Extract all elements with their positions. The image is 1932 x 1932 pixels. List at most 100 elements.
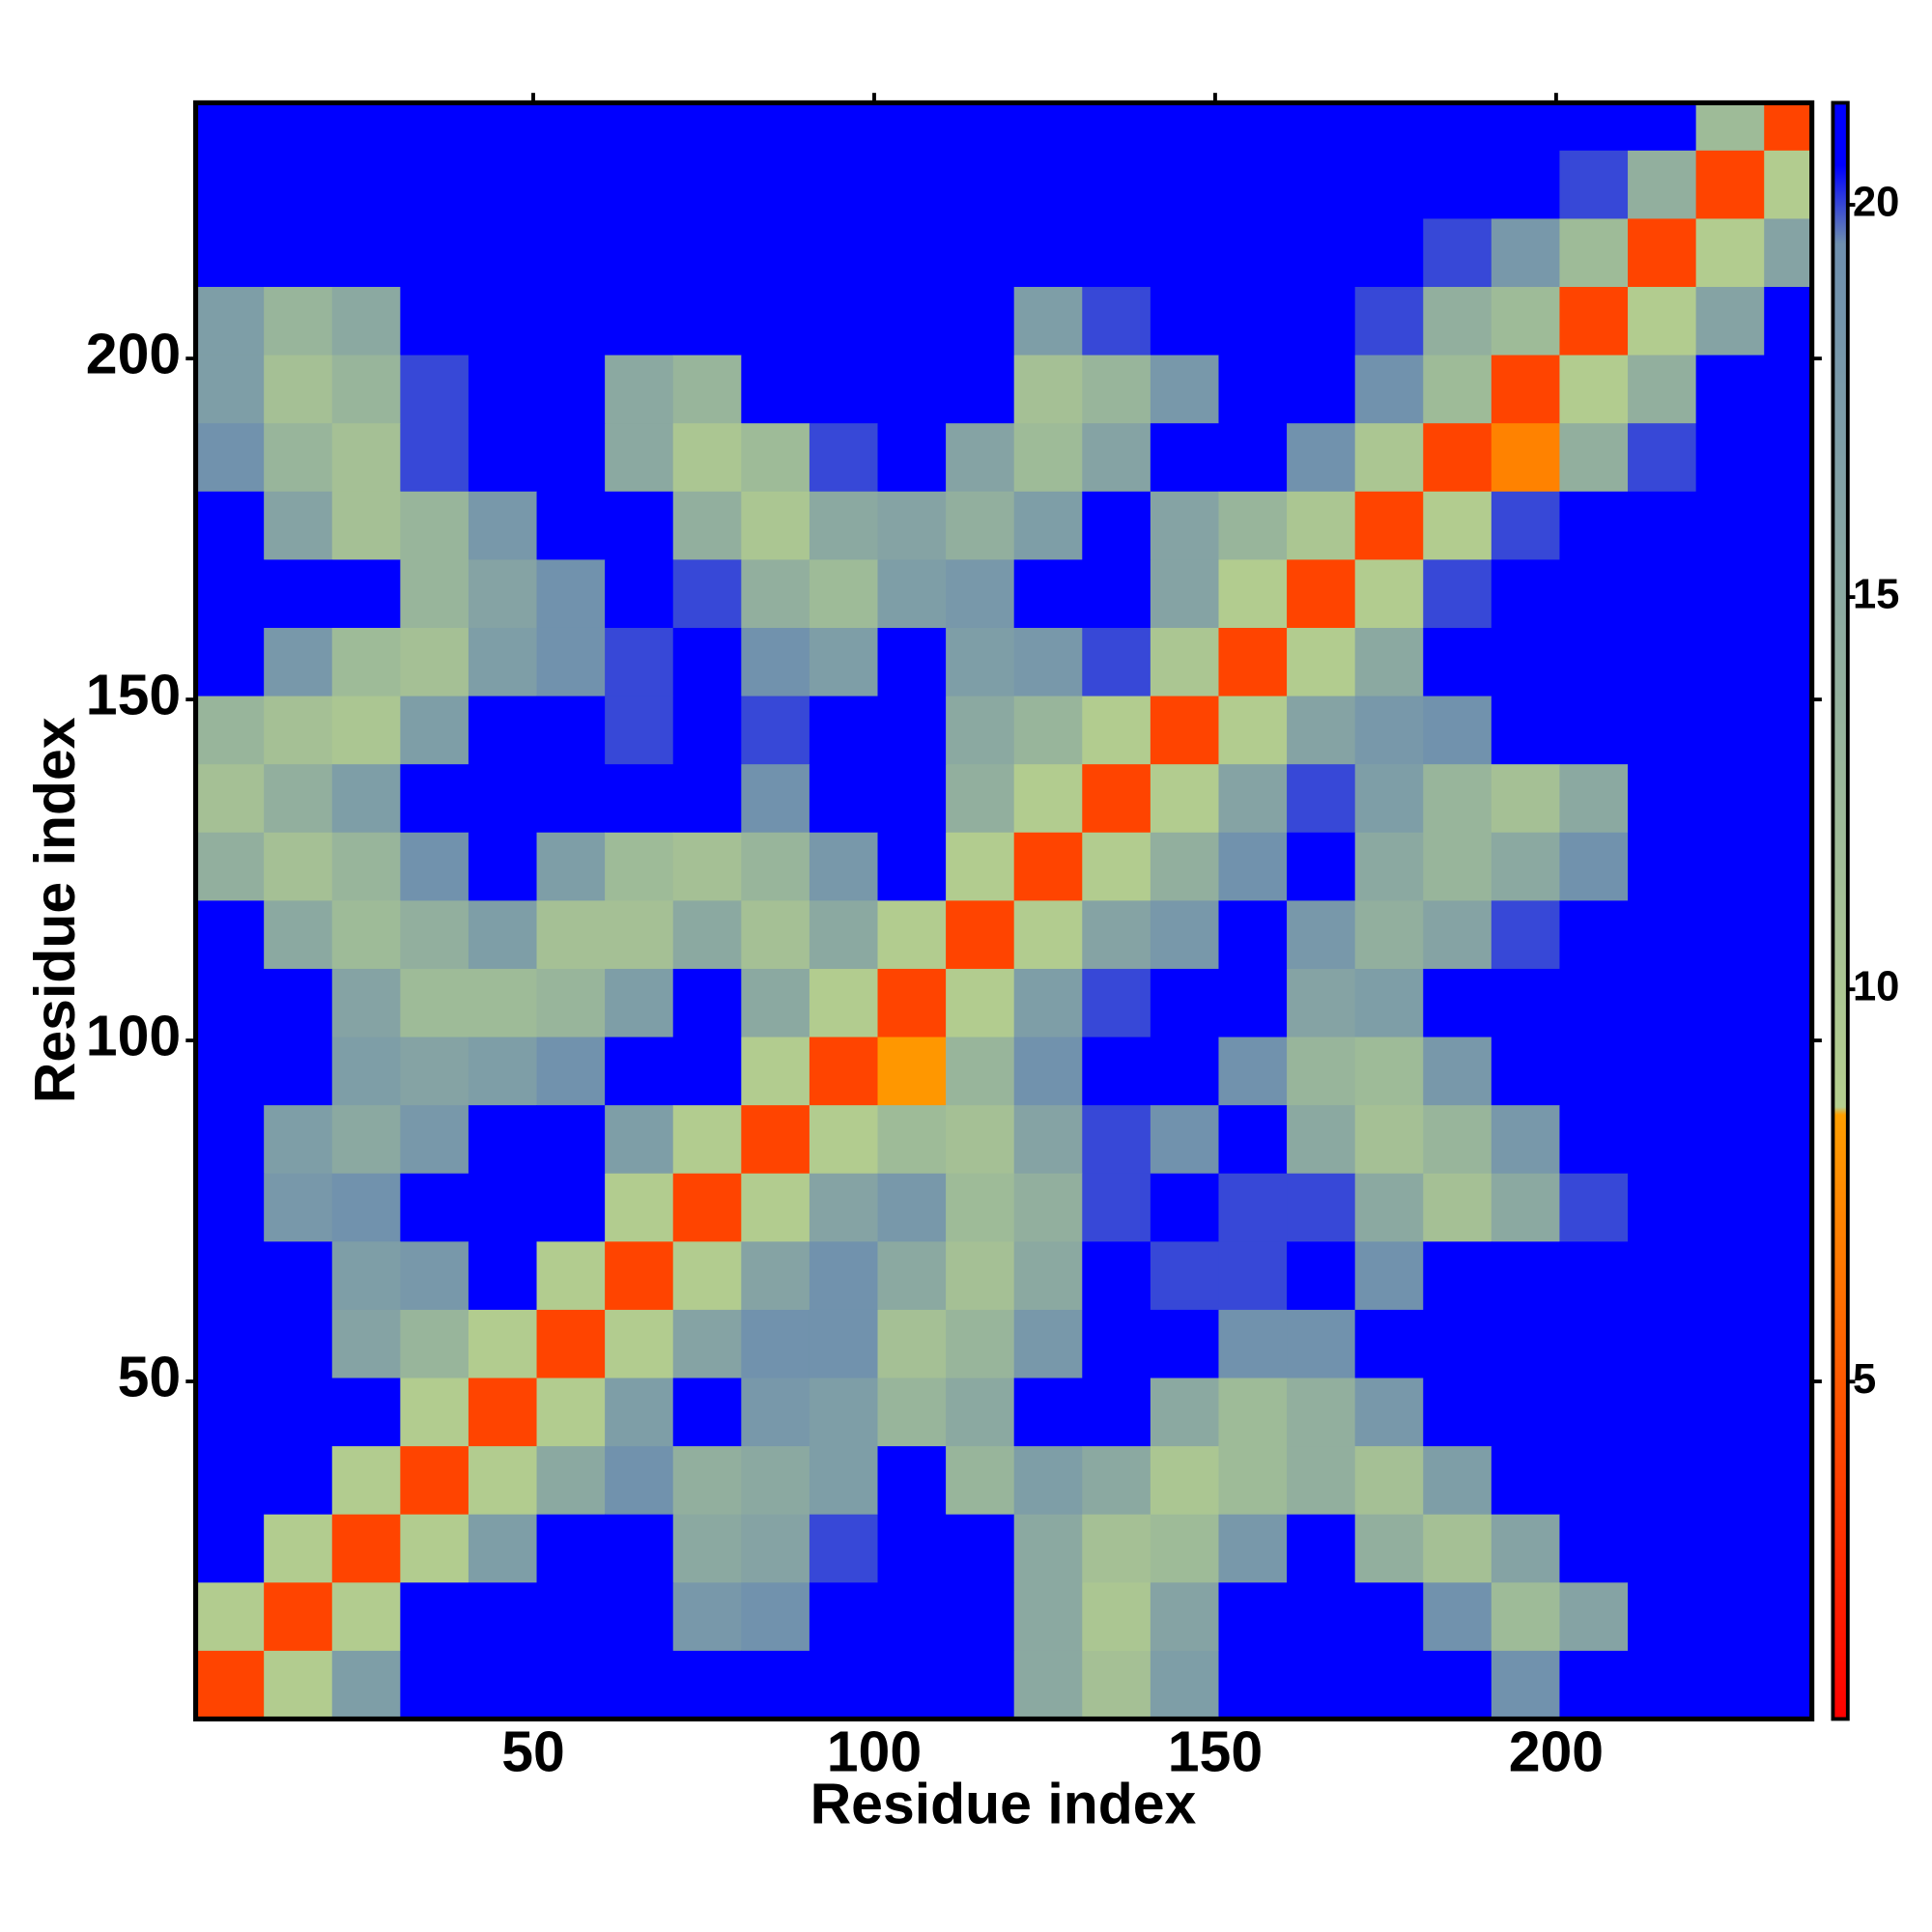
heatmap-cell	[605, 559, 674, 629]
heatmap-cell	[877, 491, 947, 560]
heatmap-cell	[1491, 287, 1560, 356]
heatmap-cell	[536, 900, 606, 970]
heatmap-cell	[1150, 1037, 1219, 1106]
heatmap-cell	[400, 627, 469, 697]
heatmap-cell	[264, 355, 333, 424]
heatmap-cell	[605, 1446, 674, 1516]
heatmap-cell	[264, 1514, 333, 1583]
heatmap-cell	[264, 423, 333, 493]
heatmap-cell	[264, 1105, 333, 1175]
heatmap-cell	[536, 764, 606, 834]
heatmap-cell	[877, 287, 947, 356]
heatmap-cell	[1695, 150, 1765, 219]
heatmap-cell	[1082, 491, 1151, 560]
heatmap-cell	[1559, 900, 1629, 970]
heatmap-cell	[264, 1241, 333, 1311]
heatmap-cell	[1764, 1105, 1813, 1175]
heatmap-cell	[1287, 1446, 1356, 1516]
heatmap-cell	[877, 355, 947, 424]
heatmap-cell	[1628, 102, 1697, 152]
heatmap-cell	[536, 102, 606, 152]
heatmap-cell	[809, 627, 879, 697]
heatmap-cell	[1695, 1241, 1765, 1311]
heatmap-cell	[672, 1241, 742, 1311]
heatmap-cell	[877, 1105, 947, 1175]
heatmap-cell	[672, 1105, 742, 1175]
heatmap-cell	[1695, 1514, 1765, 1583]
heatmap-cell	[1695, 696, 1765, 765]
heatmap-cell	[1764, 491, 1813, 560]
heatmap-cell	[741, 150, 810, 219]
heatmap-cell	[1013, 1241, 1083, 1311]
heatmap-cell	[809, 1514, 879, 1583]
heatmap-cell	[1218, 627, 1288, 697]
heatmap-cell	[1287, 696, 1356, 765]
heatmap-cell	[605, 900, 674, 970]
heatmap-cell	[1287, 1309, 1356, 1379]
heatmap-cell	[1628, 150, 1697, 219]
heatmap-cell	[1354, 764, 1424, 834]
heatmap-cell	[1423, 150, 1492, 219]
heatmap-cell	[1628, 423, 1697, 493]
heatmap-cell	[1628, 1378, 1697, 1447]
heatmap-cell	[946, 287, 1015, 356]
heatmap-cell	[331, 1446, 401, 1516]
heatmap-cell	[741, 696, 810, 765]
heatmap-cell	[1082, 696, 1151, 765]
heatmap-cell	[1559, 1105, 1629, 1175]
heatmap-cell	[1764, 1309, 1813, 1379]
heatmap-cell	[946, 1650, 1015, 1719]
heatmap-cell	[672, 150, 742, 219]
heatmap-cell	[877, 1650, 947, 1719]
heatmap-cell	[264, 1173, 333, 1242]
heatmap-cell	[400, 1105, 469, 1175]
heatmap-cell	[1559, 491, 1629, 560]
heatmap-cell	[400, 764, 469, 834]
heatmap-cell	[1423, 764, 1492, 834]
heatmap-cell	[809, 102, 879, 152]
heatmap-cell	[468, 832, 538, 901]
heatmap-cell	[741, 491, 810, 560]
heatmap-cell	[1423, 832, 1492, 901]
heatmap-cell	[536, 491, 606, 560]
heatmap-cell	[1491, 1650, 1560, 1719]
heatmap-cell	[1695, 559, 1765, 629]
heatmap-cell	[1218, 1309, 1288, 1379]
heatmap-cell	[536, 1241, 606, 1311]
heatmap-cell	[1013, 968, 1083, 1038]
heatmap-cell	[1423, 218, 1492, 288]
heatmap-cell	[1695, 764, 1765, 834]
heatmap-cell	[1491, 1446, 1560, 1516]
heatmap-cell	[1287, 287, 1356, 356]
heatmap-cell	[1491, 559, 1560, 629]
heatmap-cell	[1628, 1309, 1697, 1379]
heatmap-cell	[1218, 218, 1288, 288]
heatmap-cell	[1354, 218, 1424, 288]
heatmap-cell	[1082, 900, 1151, 970]
heatmap-cell	[400, 1650, 469, 1719]
heatmap-cell	[400, 696, 469, 765]
heatmap-cell	[1423, 1446, 1492, 1516]
heatmap-cell	[1491, 627, 1560, 697]
heatmap-cell	[1491, 1037, 1560, 1106]
heatmap-cell	[741, 1173, 810, 1242]
heatmap-cell	[1695, 1446, 1765, 1516]
heatmap-cell	[1354, 1037, 1424, 1106]
heatmap-cell	[809, 968, 879, 1038]
x-tick-label: 150	[1168, 1721, 1263, 1784]
heatmap-cell	[331, 1309, 401, 1379]
heatmap-cell	[605, 287, 674, 356]
heatmap-cell	[672, 102, 742, 152]
colorbar-tick-label: 15	[1853, 572, 1899, 618]
heatmap-cell	[331, 102, 401, 152]
heatmap-cell	[400, 1173, 469, 1242]
colorbar-tick-label: 5	[1853, 1356, 1876, 1403]
heatmap-cell	[946, 968, 1015, 1038]
heatmap-cell	[946, 150, 1015, 219]
heatmap-cell	[946, 559, 1015, 629]
heatmap-cell	[264, 491, 333, 560]
heatmap-cell	[536, 968, 606, 1038]
heatmap-cell	[1082, 1582, 1151, 1652]
heatmap-cell	[1764, 1514, 1813, 1583]
heatmap-cell	[672, 900, 742, 970]
